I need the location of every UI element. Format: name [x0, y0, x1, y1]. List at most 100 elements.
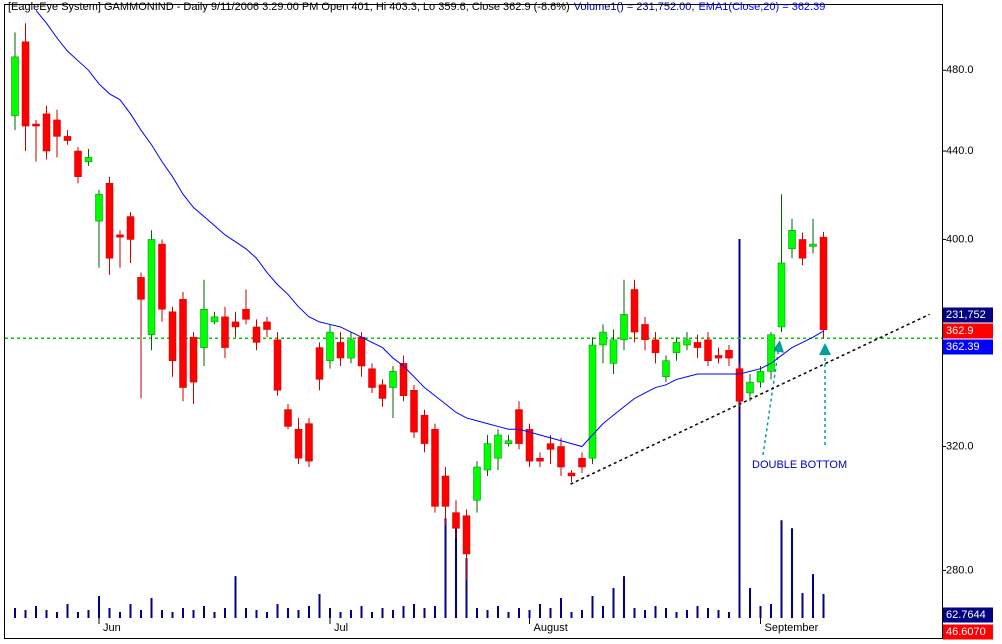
volume-bar [717, 610, 720, 618]
volume-bar [644, 610, 646, 618]
candle-body [357, 336, 366, 367]
volume-bar [203, 606, 205, 618]
candle-body [410, 390, 418, 433]
candle-body [168, 311, 177, 361]
volume-bar [560, 598, 562, 618]
header: [EagleEye System] GAMMONIND - Daily 9/11… [8, 0, 829, 14]
candle-body [588, 344, 597, 459]
y-tick-label: 280.0 [946, 564, 974, 576]
candle-body [336, 342, 345, 359]
candle-body [651, 339, 660, 354]
volume-bar [434, 606, 436, 618]
volume-bar [329, 608, 331, 618]
candle-body [662, 360, 670, 377]
candle-body [326, 331, 334, 361]
volume-bar [266, 612, 268, 618]
candle-body [210, 316, 219, 323]
volume-bar [66, 604, 69, 618]
volume-bar [549, 608, 552, 618]
candle-body [431, 429, 439, 507]
candle-body [536, 457, 544, 462]
candle-body [315, 347, 324, 380]
volume-bar [602, 606, 604, 618]
volume-bar [150, 598, 153, 618]
candle-body [221, 316, 229, 348]
candle-body [767, 334, 775, 372]
value-label: 362.39 [946, 341, 980, 353]
candle-body [126, 216, 135, 240]
y-tick-label: 320.0 [946, 440, 974, 452]
volume-bar [56, 612, 58, 618]
candle-body [494, 434, 502, 459]
candle-body [683, 339, 691, 346]
candle-body [609, 339, 618, 364]
volume-bar [402, 606, 405, 618]
volume-bar [224, 608, 226, 618]
candle-body [378, 384, 387, 399]
volume-bar [486, 610, 489, 618]
candle-body [368, 368, 376, 388]
volume-bar [759, 606, 762, 618]
y-tick-label: 440.0 [946, 145, 974, 157]
volume-bar [192, 610, 195, 618]
value-box [943, 323, 993, 339]
candle-body [798, 239, 807, 259]
candle-body [137, 277, 145, 300]
volume-bar [77, 612, 79, 618]
volume-bar [339, 612, 342, 618]
candle-body [252, 326, 261, 343]
volume-bar [581, 610, 583, 618]
volume-bar [129, 604, 132, 618]
candle-body [693, 342, 702, 348]
candle-body [105, 182, 114, 259]
candle-body [441, 475, 450, 507]
candle-body [389, 371, 397, 388]
volume-bar [392, 610, 394, 618]
candle-body [242, 309, 250, 320]
volume-bar [507, 612, 510, 618]
ema-line [35, 10, 824, 448]
volume-bar [518, 608, 520, 618]
candle-body [452, 512, 460, 529]
candle-body [819, 236, 828, 331]
candle-body [483, 443, 492, 471]
candle-body [158, 243, 166, 310]
volume-bar [707, 608, 709, 618]
volume-bar [108, 608, 111, 618]
volume-bar [423, 608, 426, 618]
volume-bar [182, 608, 184, 618]
volume-bar [213, 612, 216, 618]
volume-bar [812, 574, 814, 618]
candle-body [809, 243, 817, 247]
candle-body [630, 289, 639, 333]
value-box [943, 339, 993, 355]
volume-bar [308, 606, 310, 618]
candle-body [599, 331, 607, 346]
volume-bar [801, 593, 804, 618]
volume-bar [686, 610, 688, 618]
candle-body [263, 321, 271, 330]
candle-body [200, 309, 208, 348]
volume-bar [696, 606, 699, 618]
volume-bar [791, 528, 793, 618]
candle-body [641, 324, 649, 341]
candle-body [179, 299, 187, 388]
volume-bar [234, 576, 237, 618]
candle-body [620, 314, 628, 341]
candle-body [305, 423, 313, 462]
volume-bar [350, 610, 352, 618]
volume-bar [476, 608, 478, 618]
arrow [762, 340, 785, 456]
candle-body [473, 466, 481, 501]
plot-frame [4, 4, 943, 639]
volume-bar [318, 594, 321, 618]
candle-body [63, 136, 72, 141]
volume-bar [161, 610, 163, 618]
candle-body [525, 429, 534, 462]
candle-body [399, 363, 408, 396]
y-tick-label: 480.0 [946, 64, 974, 76]
value-label: 362.9 [946, 325, 974, 337]
volume-bar [171, 612, 174, 618]
